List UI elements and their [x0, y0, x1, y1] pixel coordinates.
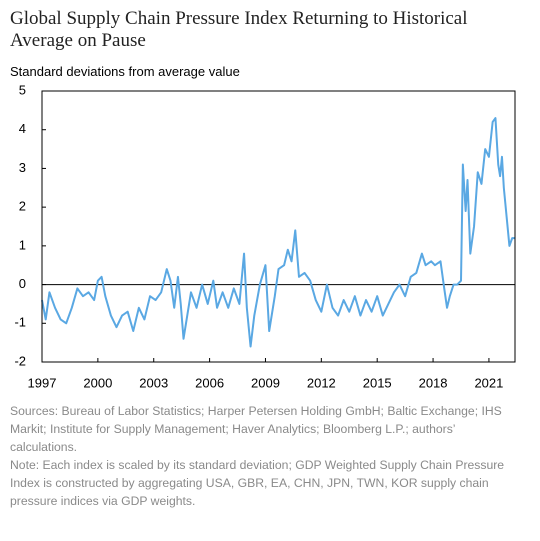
x-tick-label: 2009 — [251, 375, 280, 390]
y-tick-label: 4 — [19, 121, 26, 136]
y-tick-label: 0 — [19, 276, 26, 291]
y-tick-label: -1 — [14, 315, 26, 330]
notes: Sources: Bureau of Labor Statistics; Har… — [10, 402, 525, 510]
x-tick-label: 2015 — [363, 375, 392, 390]
chart-title: Global Supply Chain Pressure Index Retur… — [10, 8, 468, 51]
y-tick-label: 3 — [19, 160, 26, 175]
y-tick-label: 1 — [19, 237, 26, 252]
note: Note: Each index is scaled by its standa… — [10, 458, 505, 508]
x-tick-label: 2012 — [307, 375, 336, 390]
x-tick-label: 2021 — [474, 375, 503, 390]
chart-subtitle: Standard deviations from average value — [10, 64, 240, 79]
y-tick-label: 5 — [19, 82, 26, 97]
y-tick-label: -2 — [14, 353, 26, 368]
x-tick-label: 1997 — [28, 375, 57, 390]
x-tick-label: 2003 — [139, 375, 168, 390]
note: Sources: Bureau of Labor Statistics; Har… — [10, 404, 502, 454]
x-tick-label: 2000 — [83, 375, 112, 390]
x-tick-label: 2018 — [419, 375, 448, 390]
data-line — [41, 117, 515, 348]
y-tick-label: 2 — [19, 199, 26, 214]
plot-frame — [41, 90, 516, 363]
x-tick-label: 2006 — [195, 375, 224, 390]
